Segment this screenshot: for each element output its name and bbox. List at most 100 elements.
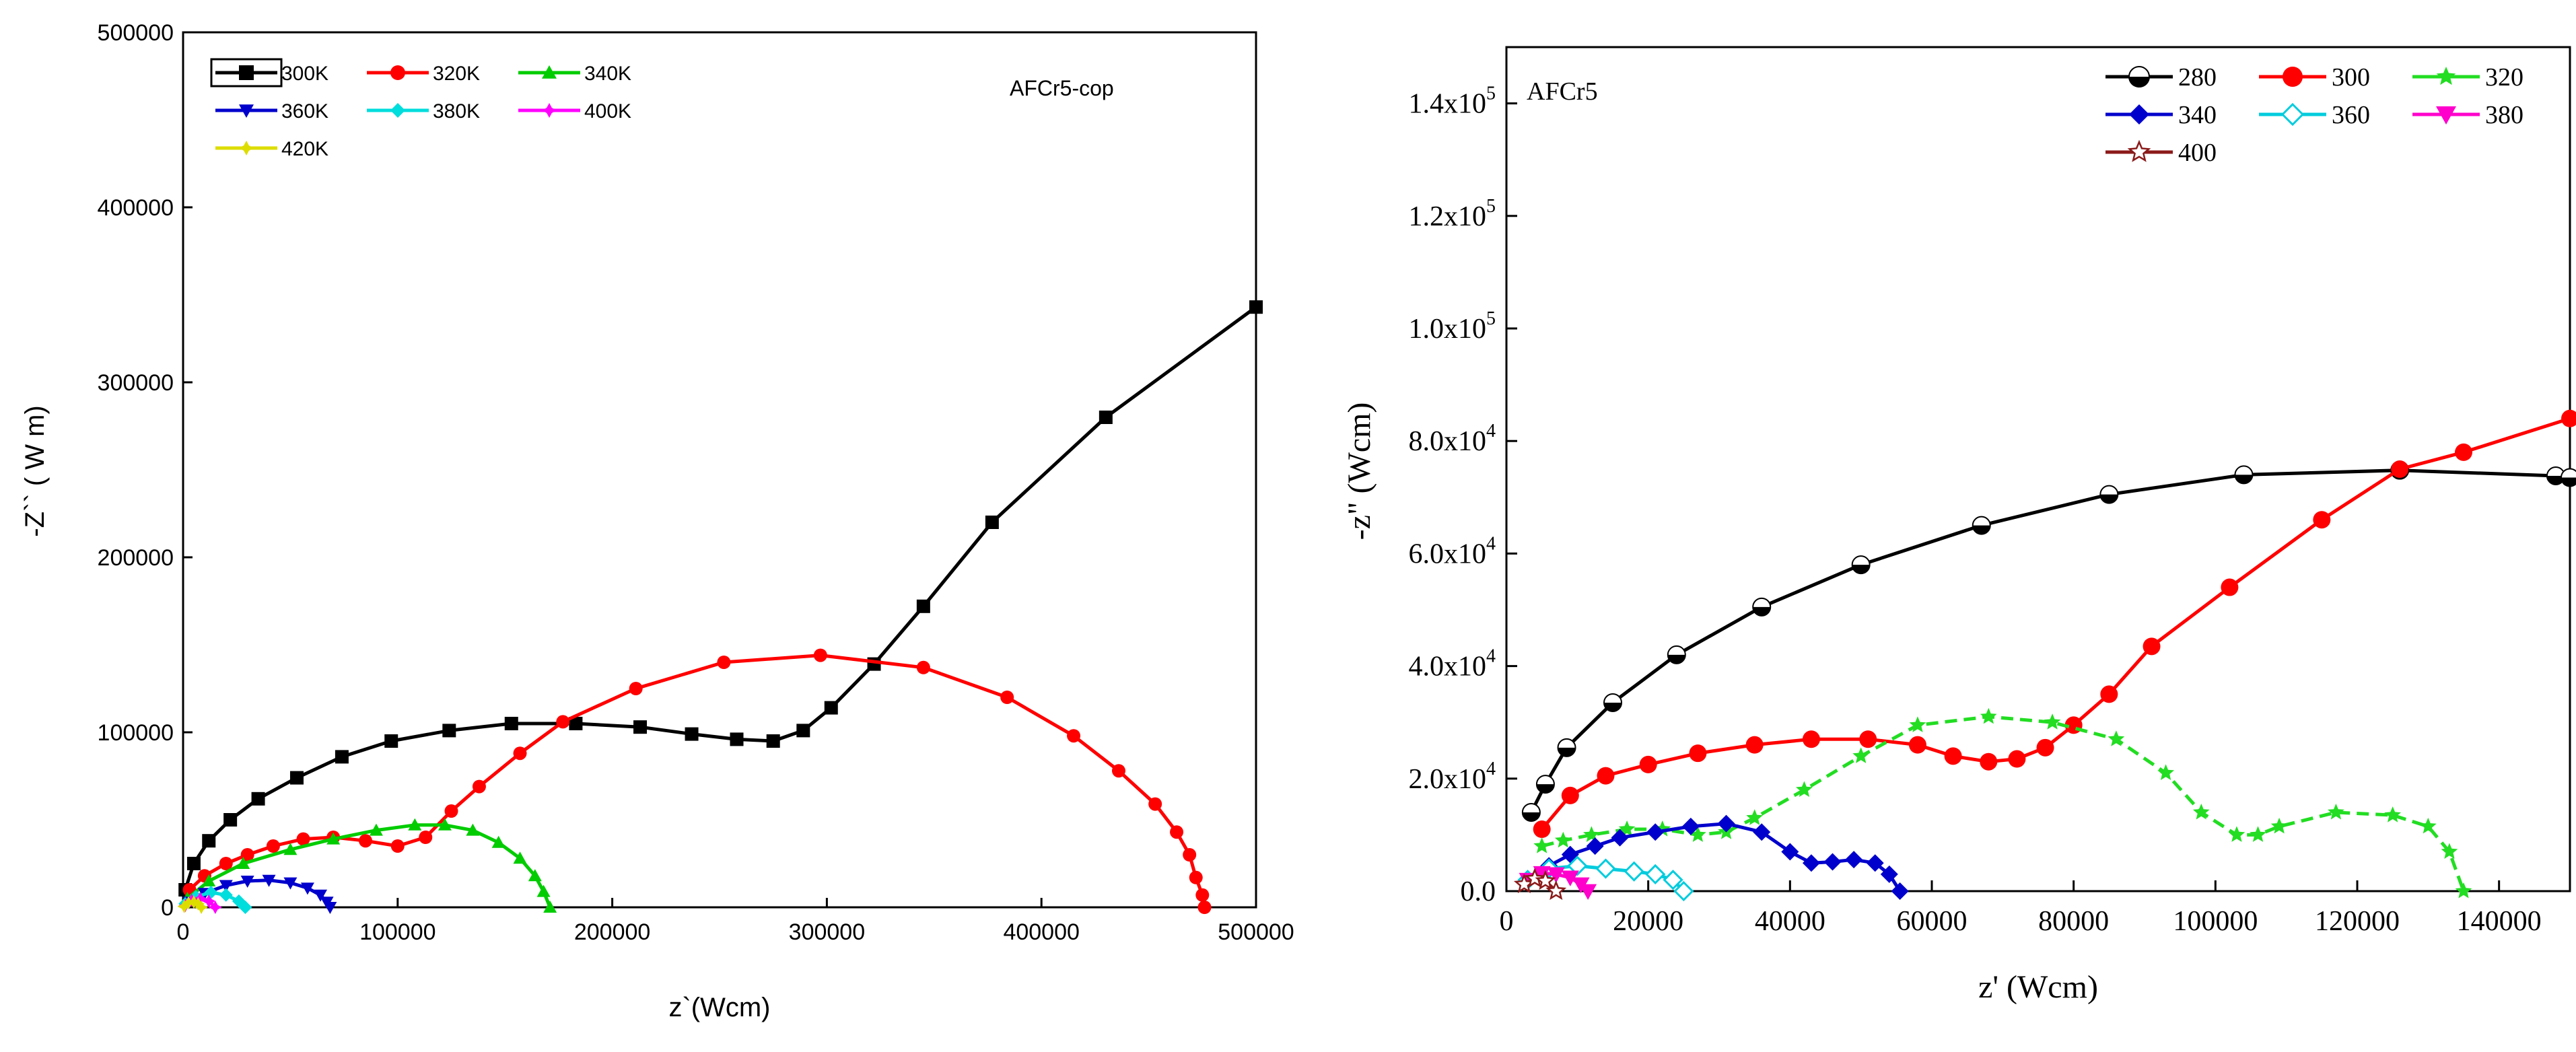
left-point-320K	[240, 848, 254, 862]
left-legend-label: 320K	[433, 63, 480, 85]
left-point-300K	[685, 727, 699, 741]
left-y-axis-label: -Z`` ( W m)	[20, 405, 50, 536]
left-legend: 300K 320K 340K 360K 380K 400K 420K	[210, 58, 631, 160]
right-y-tick-label: 6.0x104	[1409, 533, 1496, 569]
right-series-320	[1533, 707, 2472, 899]
left-legend-marker-300K	[239, 65, 254, 80]
right-legend-label: 280	[2178, 63, 2217, 92]
left-point-340K	[236, 857, 250, 869]
right-point-380	[1561, 870, 1579, 886]
left-series-300K	[178, 300, 1263, 897]
right-point-280	[1557, 738, 1576, 757]
right-point-300	[2455, 443, 2472, 461]
left-point-320K	[390, 839, 405, 853]
right-point-360	[1595, 858, 1616, 879]
chart-left: 0 100000 200000 300000 400000 500000 0 100000 20…	[20, 20, 1294, 1022]
left-point-300K	[985, 516, 999, 529]
right-point-320	[1796, 781, 1813, 797]
right-point-300	[1944, 747, 1962, 765]
left-point-300K	[186, 857, 201, 870]
right-x-tick-label: 140000	[2457, 906, 2542, 937]
right-legend-item-280: 280	[2105, 63, 2217, 92]
left-legend-label: 340K	[584, 63, 631, 85]
left-point-300K	[504, 717, 518, 730]
left-series-360K	[182, 874, 337, 914]
left-point-300K	[384, 734, 398, 748]
right-legend-label: 340	[2178, 101, 2217, 129]
right-legend-marker-340	[2129, 104, 2149, 125]
left-x-tick-label: 100000	[359, 919, 436, 945]
left-chart-title: AFCr5-cop	[1010, 76, 1114, 100]
right-point-300	[1859, 730, 1877, 748]
left-y-tick-label: 200000	[98, 545, 174, 571]
right-point-320	[1554, 831, 1572, 848]
left-point-320K	[266, 839, 280, 853]
left-point-320K	[813, 648, 827, 662]
right-y-tick-label: 8.0x104	[1409, 421, 1496, 457]
left-point-320K	[513, 746, 527, 761]
left-legend-item-320K: 320K	[367, 63, 480, 85]
left-point-300K	[223, 813, 238, 827]
left-point-320K	[1000, 691, 1014, 704]
left-point-320K	[444, 804, 458, 818]
right-point-300	[2561, 409, 2576, 427]
right-point-380	[1547, 867, 1565, 883]
left-point-300K	[867, 657, 881, 671]
right-point-300	[1802, 730, 1820, 748]
left-point-300K	[251, 792, 265, 806]
left-point-400K	[193, 892, 207, 905]
right-legend-marker-300	[2283, 67, 2303, 87]
left-point-300K	[824, 701, 838, 715]
right-point-340	[1802, 854, 1820, 872]
left-legend-item-360K: 360K	[215, 100, 328, 122]
right-point-300	[1689, 744, 1707, 763]
left-point-320K	[1195, 888, 1210, 902]
right-point-280	[1667, 645, 1686, 664]
left-legend-label: 380K	[433, 100, 480, 122]
left-point-380K	[238, 901, 252, 914]
left-point-300K	[569, 717, 583, 730]
right-point-360	[1663, 870, 1683, 890]
right-point-300	[2036, 738, 2054, 757]
left-point-360K	[240, 876, 254, 888]
right-point-300	[1533, 820, 1551, 839]
left-point-360K	[283, 877, 298, 890]
left-point-320K	[1067, 729, 1081, 743]
left-point-320K	[1148, 797, 1162, 811]
left-legend-marker-400K	[542, 103, 557, 118]
left-x-axis-label: z`(Wcm)	[668, 993, 770, 1022]
left-y-tick-label: 300000	[98, 370, 174, 396]
left-legend-marker-340K	[542, 65, 557, 79]
right-point-360	[1645, 864, 1666, 885]
left-x-tick-label: 200000	[574, 919, 650, 945]
right-point-360	[1567, 855, 1588, 876]
right-x-tick-label: 40000	[1755, 906, 1825, 937]
right-legend-label: 300	[2332, 63, 2370, 92]
right-series-line-340	[1527, 822, 1902, 892]
right-point-340	[1611, 829, 1629, 847]
left-series-line-340K	[186, 823, 552, 908]
right-point-320	[2455, 882, 2472, 899]
right-point-320	[2250, 826, 2266, 842]
left-legend-item-400K: 400K	[518, 100, 631, 122]
left-point-420K	[191, 897, 205, 911]
right-series-line-300	[1540, 417, 2571, 831]
left-point-400K	[208, 901, 222, 914]
left-point-300K	[1249, 300, 1263, 314]
right-legend: 280 300 320 340 360 380 400	[2105, 63, 2523, 167]
right-point-320	[2441, 843, 2458, 859]
right-point-320	[2328, 804, 2344, 820]
right-point-340	[1781, 843, 1799, 861]
left-point-300K	[730, 732, 744, 746]
right-point-340	[1845, 851, 1863, 869]
right-point-320	[2192, 804, 2210, 820]
left-point-380K	[219, 888, 233, 902]
left-legend-item-300K: 300K	[215, 63, 328, 85]
left-series-line-300K	[183, 306, 1257, 890]
left-point-340K	[369, 823, 383, 836]
right-legend-item-300: 300	[2259, 63, 2370, 92]
right-x-tick-label: 80000	[2038, 906, 2109, 937]
right-legend-marker-400	[2127, 139, 2151, 162]
left-point-300K	[335, 750, 349, 764]
left-axes: 0 100000 200000 300000 400000 500000 0 100000 20…	[98, 20, 1294, 945]
